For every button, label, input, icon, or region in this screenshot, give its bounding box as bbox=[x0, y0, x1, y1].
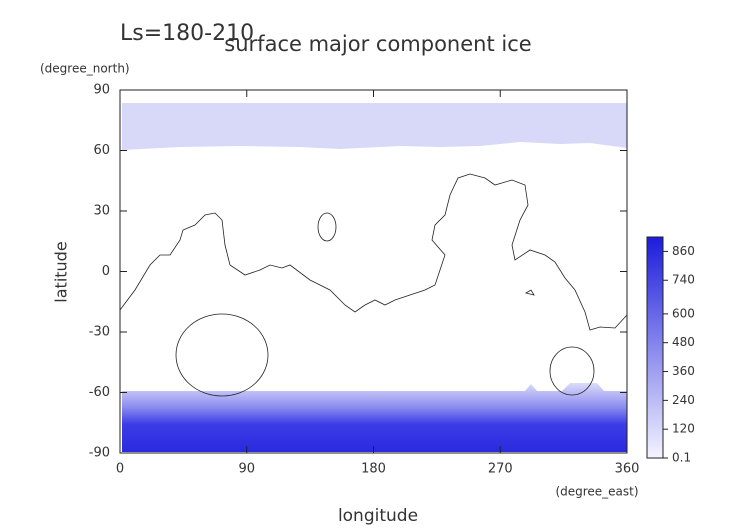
north-ice bbox=[122, 103, 627, 150]
y-tick-label: 30 bbox=[93, 204, 110, 219]
y-tick-label: 0 bbox=[102, 264, 110, 279]
x-unit: (degree_east) bbox=[555, 485, 638, 499]
colorbar-tick-label: 860 bbox=[672, 244, 695, 258]
south-ice bbox=[122, 383, 627, 452]
x-tick-label: 360 bbox=[615, 462, 640, 477]
colorbar-tick-label: 600 bbox=[672, 306, 695, 320]
y-label: latitude bbox=[52, 241, 71, 302]
colorbar-tick-label: 120 bbox=[672, 422, 695, 436]
annotation: Ls=180-210 bbox=[120, 21, 254, 46]
x-tick-label: 90 bbox=[238, 462, 255, 477]
x-tick-label: 180 bbox=[361, 462, 386, 477]
y-tick-label: 90 bbox=[93, 83, 110, 98]
colorbar-tick-label: 480 bbox=[672, 335, 695, 349]
coastlines bbox=[119, 173, 628, 397]
y-unit: (degree_north) bbox=[40, 62, 130, 76]
colorbar bbox=[646, 236, 664, 459]
colorbar-tick-label: 740 bbox=[672, 273, 695, 287]
y-tick-label: -60 bbox=[89, 385, 110, 400]
y-tick-label: 60 bbox=[93, 143, 110, 158]
colorbar-tick-label: 360 bbox=[672, 364, 695, 378]
colorbar-tick-label: 0.1 bbox=[672, 451, 691, 465]
x-tick-label: 0 bbox=[116, 462, 124, 477]
y-tick-label: -30 bbox=[89, 325, 110, 340]
x-tick-label: 270 bbox=[488, 462, 513, 477]
chart-title: surface major component ice bbox=[224, 32, 531, 56]
y-tick-label: -90 bbox=[89, 446, 110, 461]
x-label: longitude bbox=[338, 506, 418, 526]
colorbar-tick-label: 240 bbox=[672, 393, 695, 407]
